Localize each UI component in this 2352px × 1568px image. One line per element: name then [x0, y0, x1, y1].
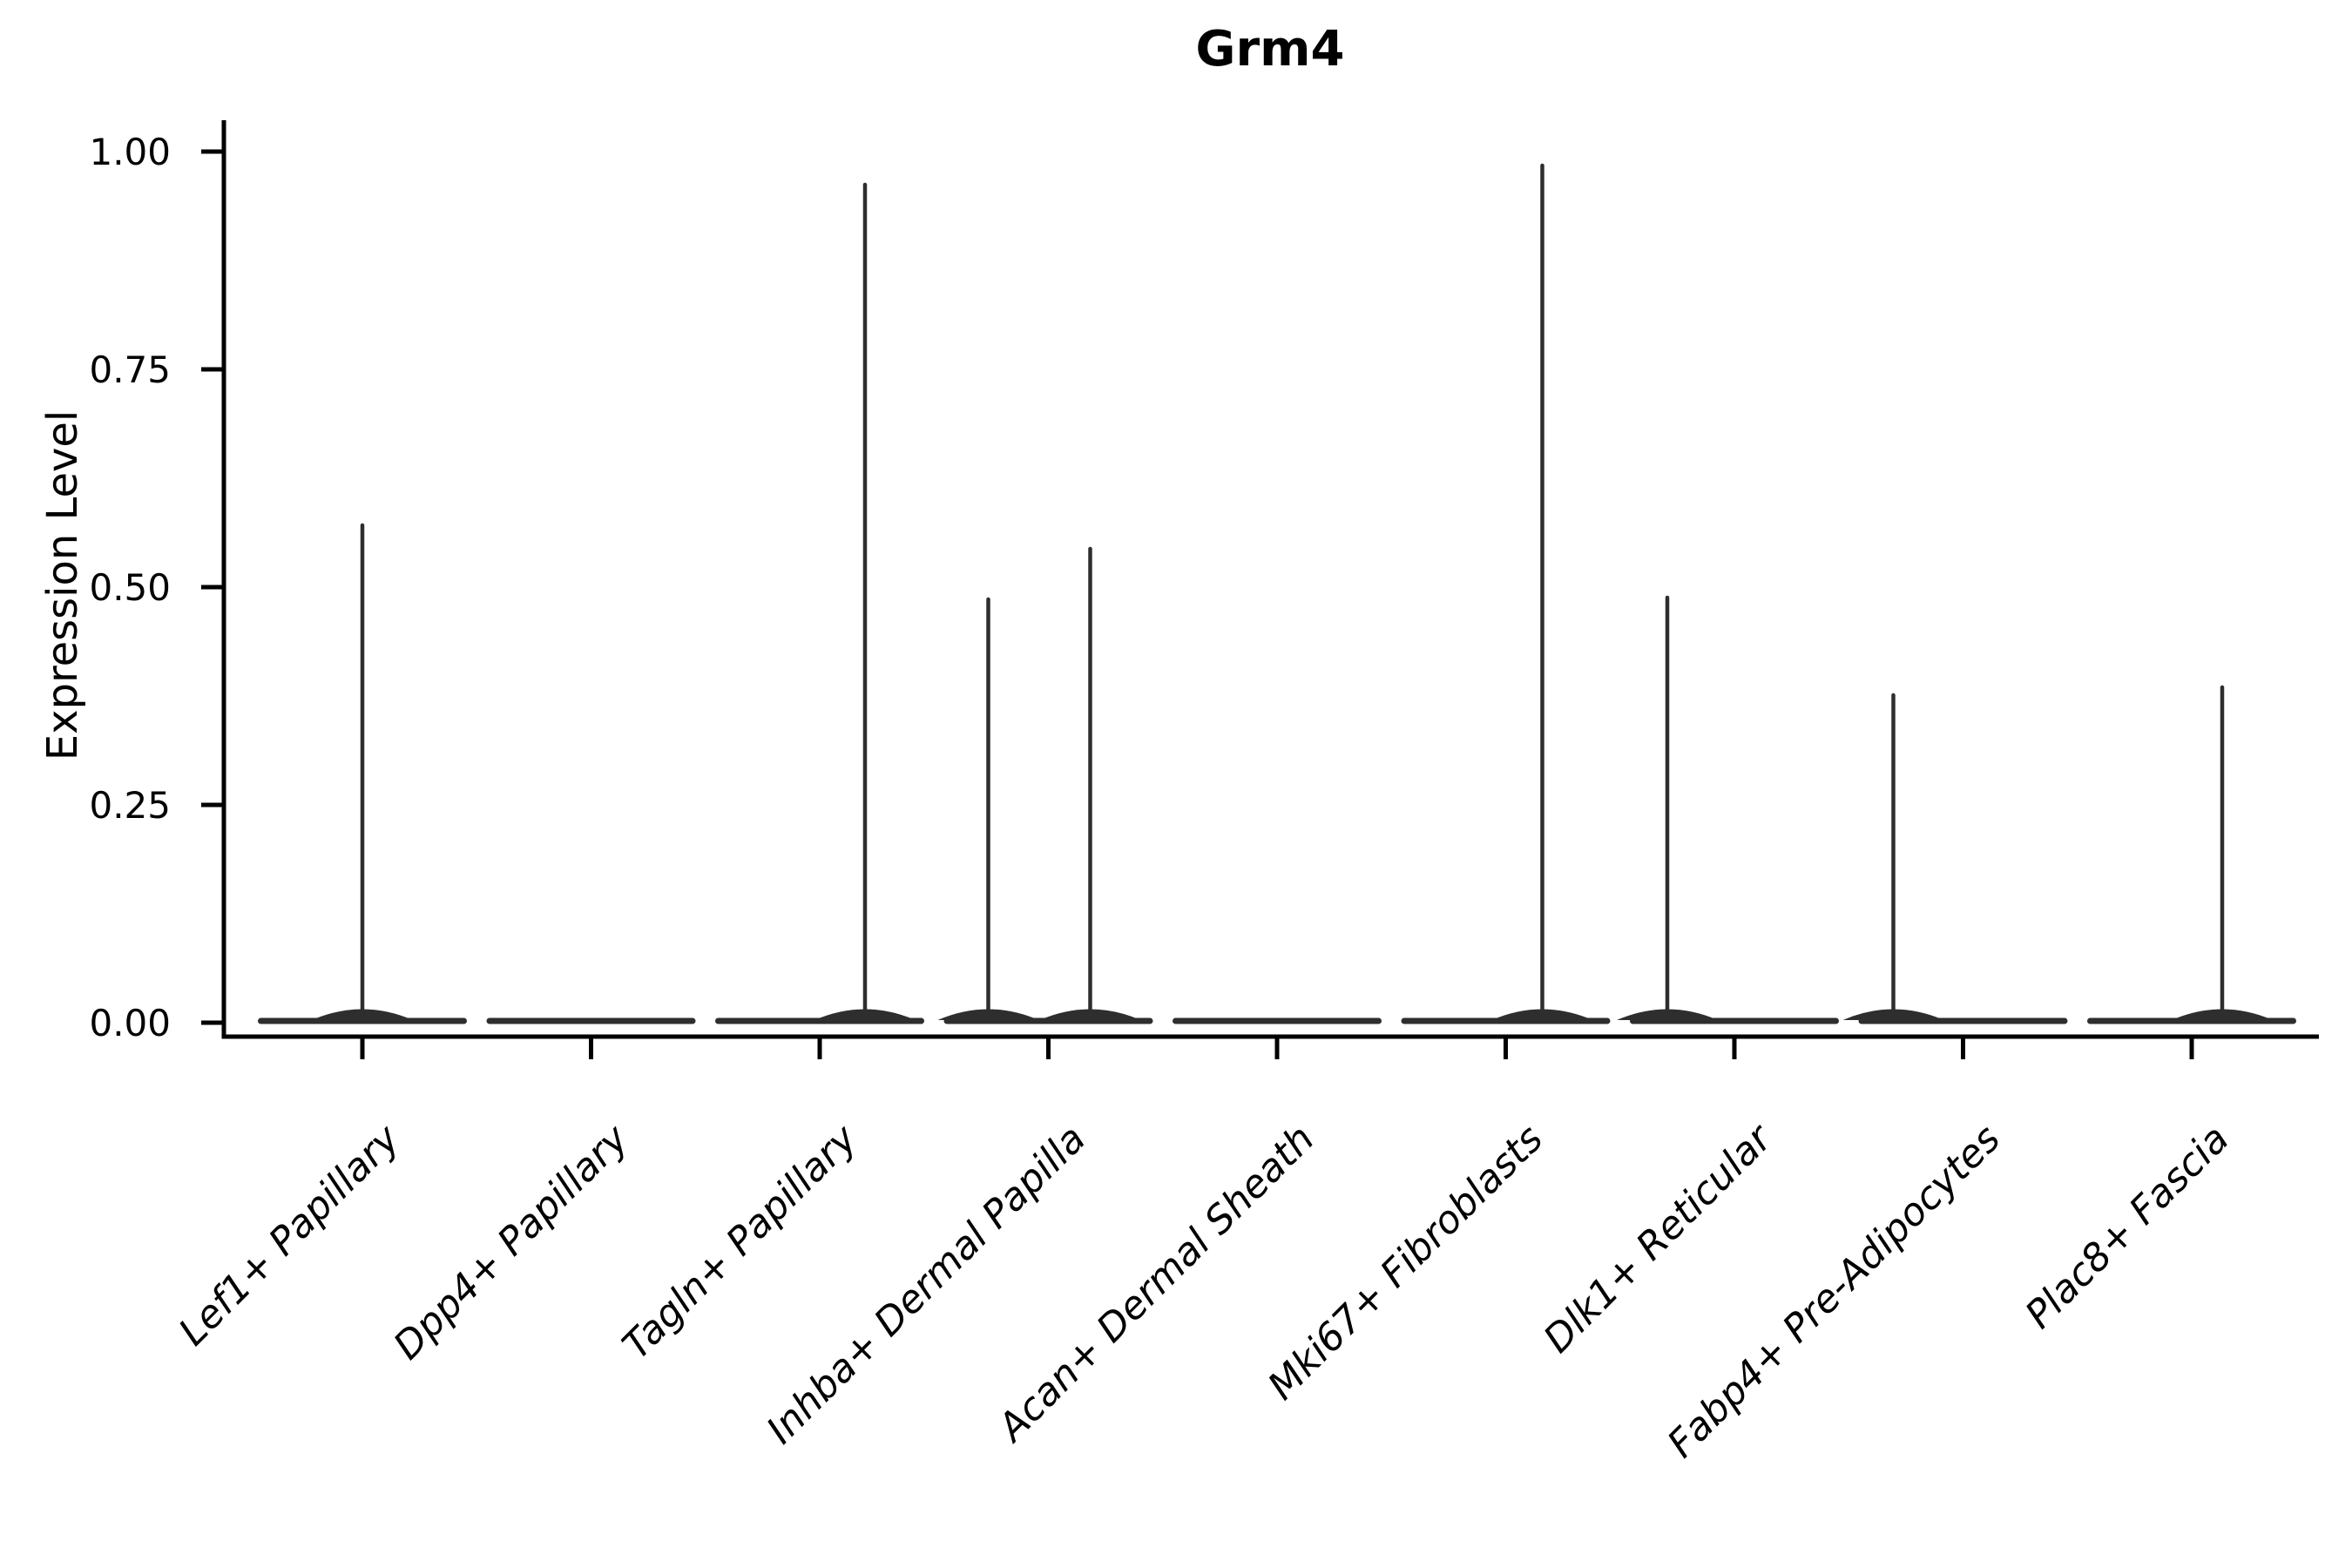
- y-tick-label: 0.75: [89, 348, 171, 391]
- violin-zero-bar: [1630, 1017, 1839, 1024]
- y-tick-label: 0.00: [89, 1002, 171, 1044]
- violin-zero-bar: [1173, 1017, 1382, 1024]
- y-tick-label: 0.50: [89, 566, 171, 609]
- axis-spines: [221, 120, 2319, 1039]
- violin-zero-bar: [715, 1017, 924, 1024]
- violin-zero-bar: [1858, 1017, 2068, 1024]
- x-tick-label: Tagln+ Papillary: [614, 1116, 866, 1368]
- y-tick-label: 0.25: [89, 784, 171, 827]
- violin-zero-bar: [1401, 1017, 1611, 1024]
- x-tick-label: Plac8+ Fascia: [2017, 1117, 2237, 1337]
- y-tick-label: 1.00: [89, 131, 171, 173]
- violin-zero-bar: [486, 1017, 696, 1024]
- x-tick-label: Lef1+ Papillary: [171, 1116, 409, 1355]
- x-tick-label: Dpp4+ Papillary: [385, 1116, 638, 1369]
- violin-zero-bar: [2087, 1017, 2296, 1024]
- chart-title: Grm4: [1195, 21, 1345, 78]
- x-tick-label: Dlk1+ Reticular: [1535, 1115, 1781, 1362]
- violin-zero-bar: [943, 1017, 1153, 1024]
